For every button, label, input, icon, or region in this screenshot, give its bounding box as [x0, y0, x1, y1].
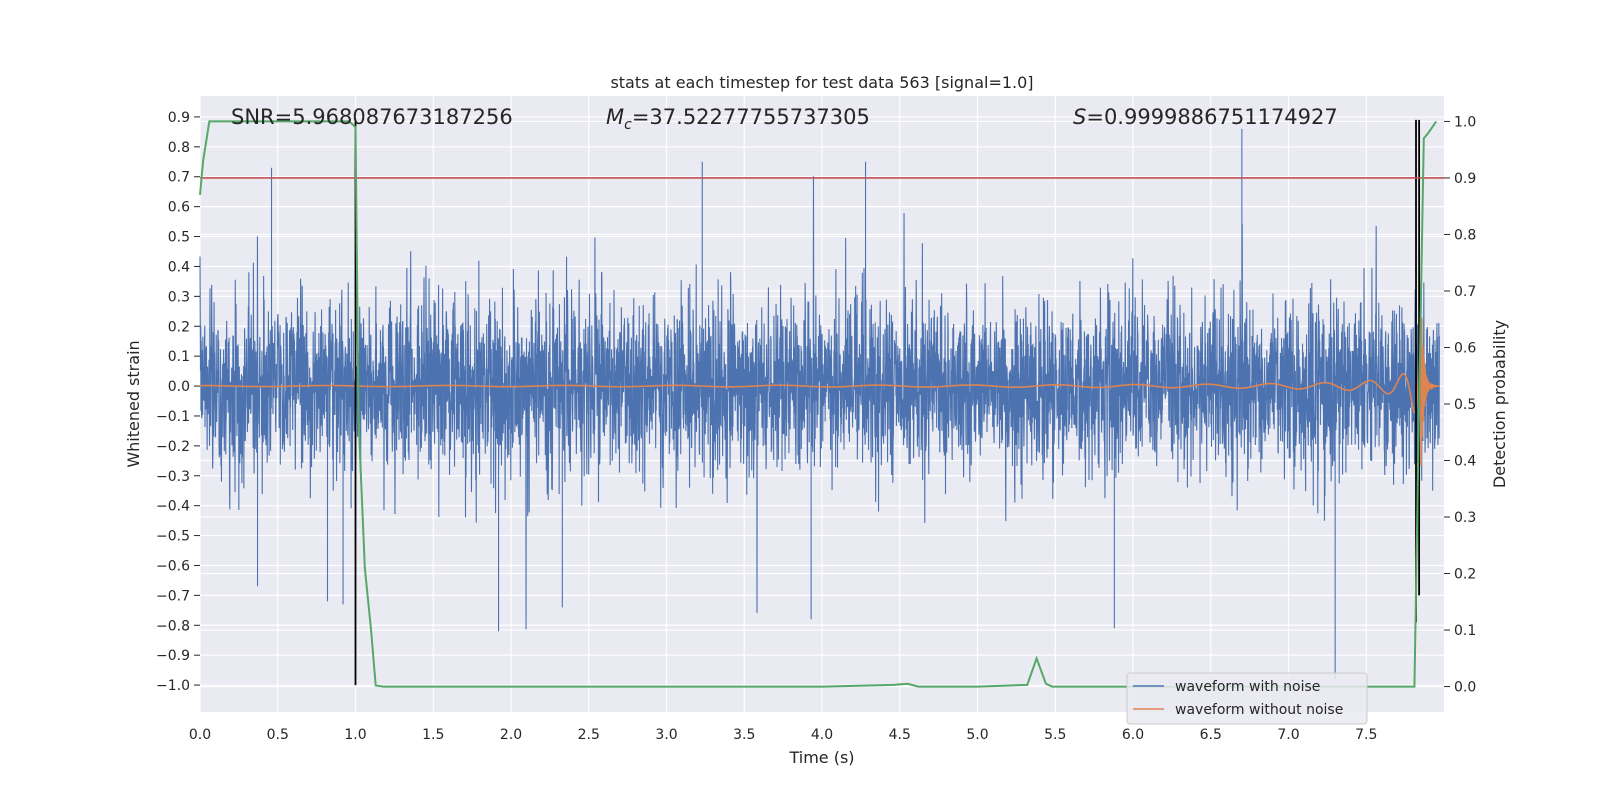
- snr-annotation: SNR=5.968087673187256: [231, 105, 513, 129]
- x-tick-label: 6.5: [1200, 727, 1222, 743]
- legend-label-clean: waveform without noise: [1175, 702, 1343, 718]
- y2-tick-label: 0.3: [1454, 510, 1476, 526]
- y-tick-label: −0.5: [156, 529, 190, 545]
- y2-tick-label: 0.1: [1454, 623, 1476, 639]
- y-tick-label: −0.9: [156, 648, 190, 664]
- y-tick-label: 0.5: [168, 230, 190, 246]
- x-tick-label: 6.0: [1122, 727, 1144, 743]
- y2-tick-label: 1.0: [1454, 114, 1476, 130]
- y-ticks: 0.9 0.8 0.7 0.6 0.5 0.4 0.3 0.2 0.1 0.0 −0.1 −0.2 −0…: [156, 110, 200, 694]
- noise-waveform-line: [199, 128, 1440, 680]
- x-tick-label: 7.5: [1355, 727, 1377, 743]
- y2-tick-label: 0.8: [1454, 227, 1476, 243]
- y-tick-label: 0.8: [168, 140, 190, 156]
- y-tick-label: 0.1: [168, 349, 190, 365]
- y2-tick-label: 0.6: [1454, 340, 1476, 356]
- y-tick-label: −0.3: [156, 469, 190, 485]
- x-tick-label: 4.5: [889, 727, 911, 743]
- x-tick-label: 1.0: [344, 727, 366, 743]
- y-tick-label: 0.2: [168, 319, 190, 335]
- x-tick-label: 5.5: [1044, 727, 1066, 743]
- x-tick-label: 7.0: [1277, 727, 1299, 743]
- legend-label-noise: waveform with noise: [1175, 679, 1320, 695]
- chirp-mass-symbol: M: [606, 105, 624, 129]
- legend-box: [1126, 672, 1368, 725]
- y-tick-label: 0.0: [168, 379, 190, 395]
- y-tick-label: −0.6: [156, 558, 190, 574]
- x-ticks: 0.0 0.5 1.0 1.5 2.0 2.5 3.0 3.5 4.0 4.5 5.0 5.5 6.0 6…: [189, 727, 1378, 743]
- y2-tick-label: 0.5: [1454, 397, 1476, 413]
- legend: waveform with noise waveform without noi…: [1126, 672, 1368, 725]
- x-tick-label: 0.0: [189, 727, 211, 743]
- y-tick-label: 0.4: [168, 259, 190, 275]
- y-tick-label: 0.9: [168, 110, 190, 126]
- y-tick-label: 0.7: [168, 170, 190, 186]
- x-tick-label: 2.0: [500, 727, 522, 743]
- chirp-mass-annotation: Mc=37.52277755737305: [606, 105, 870, 133]
- y2-ticks: 1.0 0.9 0.8 0.7 0.6 0.5 0.4 0.3 0.2 0.1 0.0: [1444, 114, 1476, 696]
- s-annotation: S=0.9999886751174927: [1073, 105, 1338, 129]
- chirp-mass-subscript: c: [624, 117, 632, 133]
- x-tick-label: 3.0: [655, 727, 677, 743]
- y-tick-label: −0.4: [156, 499, 190, 515]
- y2-tick-label: 0.7: [1454, 284, 1476, 300]
- y-axis-label: Whitened strain: [124, 340, 143, 467]
- x-tick-label: 0.5: [267, 727, 289, 743]
- y2-tick-label: 0.2: [1454, 567, 1476, 583]
- y2-tick-label: 0.4: [1454, 454, 1476, 470]
- y2-axis-label: Detection probability: [1490, 320, 1509, 488]
- chirp-mass-value: =37.52277755737305: [632, 105, 870, 129]
- clean-waveform-line: [200, 281, 1440, 466]
- y-tick-label: −0.1: [156, 409, 190, 425]
- x-tick-label: 1.5: [422, 727, 444, 743]
- y-tick-label: 0.3: [168, 289, 190, 305]
- x-tick-label: 4.0: [811, 727, 833, 743]
- s-symbol: S: [1073, 105, 1086, 129]
- y2-tick-label: 0.0: [1454, 680, 1476, 696]
- x-tick-label: 3.5: [733, 727, 755, 743]
- x-axis-label: Time (s): [788, 748, 854, 767]
- y-tick-label: −0.2: [156, 439, 190, 455]
- y-tick-label: −1.0: [156, 678, 190, 694]
- y-tick-label: 0.6: [168, 200, 190, 216]
- y-tick-label: −0.8: [156, 618, 190, 634]
- y2-tick-label: 0.9: [1454, 171, 1476, 187]
- chirp-series: [200, 281, 1440, 466]
- chart-title: stats at each timestep for test data 563…: [610, 73, 1033, 92]
- x-tick-label: 5.0: [966, 727, 988, 743]
- noise-series: [199, 128, 1440, 680]
- x-tick-label: 2.5: [578, 727, 600, 743]
- s-value: =0.9999886751174927: [1086, 105, 1337, 129]
- y-tick-label: −0.7: [156, 588, 190, 604]
